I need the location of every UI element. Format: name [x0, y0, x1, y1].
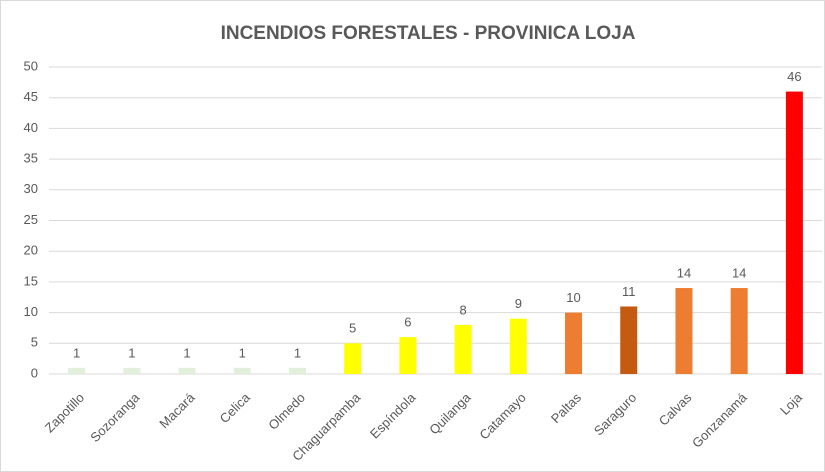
bar: [730, 288, 748, 374]
bar: [288, 367, 306, 374]
data-label: 14: [732, 265, 746, 280]
bar: [509, 318, 527, 374]
data-label: 9: [515, 296, 522, 311]
y-tick-label: 5: [31, 335, 38, 350]
data-label: 10: [566, 290, 580, 305]
bar: [565, 312, 583, 374]
y-tick-label: 45: [24, 89, 38, 104]
y-tick-label: 50: [24, 58, 38, 73]
data-label: 6: [404, 315, 411, 330]
y-tick-label: 0: [31, 365, 38, 380]
data-label: 1: [239, 345, 246, 360]
data-label: 5: [349, 321, 356, 336]
data-label: 46: [787, 69, 801, 84]
bar: [675, 288, 693, 374]
chart-title: INCENDIOS FORESTALES - PROVINICA LOJA: [221, 23, 636, 44]
bar: [620, 306, 638, 374]
data-label: 14: [677, 265, 691, 280]
y-tick-label: 25: [24, 212, 38, 227]
bar: [123, 367, 141, 374]
bar: [454, 324, 472, 374]
y-tick-label: 40: [24, 120, 38, 135]
data-label: 8: [459, 302, 466, 317]
y-tick-label: 30: [24, 181, 38, 196]
y-tick-label: 10: [24, 304, 38, 319]
y-tick-label: 15: [24, 273, 38, 288]
data-label: 1: [183, 345, 190, 360]
y-tick-label: 35: [24, 151, 38, 166]
y-tick-label: 20: [24, 243, 38, 258]
bar: [785, 91, 803, 374]
data-label: 11: [622, 284, 636, 299]
bar: [233, 367, 251, 374]
data-label: 1: [128, 345, 135, 360]
bar: [344, 343, 362, 374]
bar: [178, 367, 196, 374]
bar: [399, 337, 417, 374]
bar: [68, 367, 86, 374]
data-label: 1: [73, 345, 80, 360]
data-label: 1: [294, 345, 301, 360]
